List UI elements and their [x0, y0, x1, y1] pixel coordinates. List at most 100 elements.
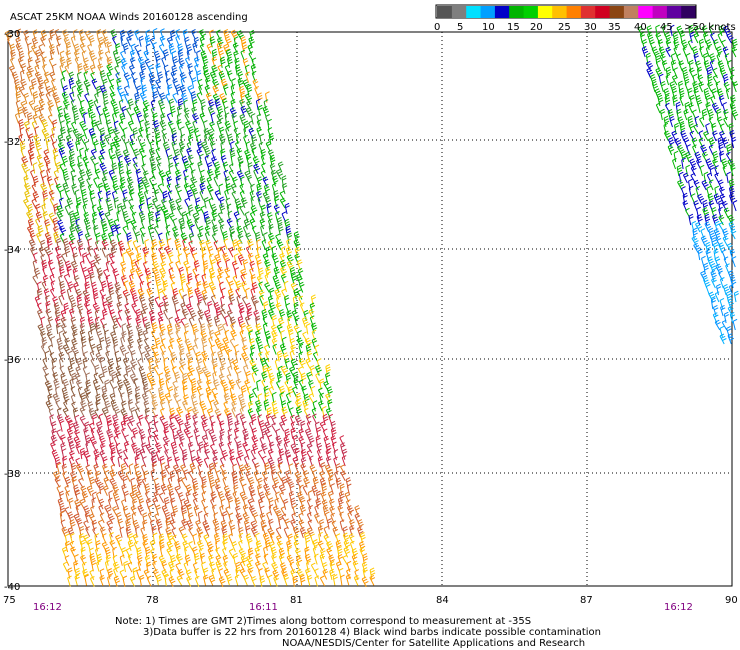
- wind-barb: [134, 29, 140, 41]
- wind-barb: [287, 533, 293, 545]
- wind-barb: [260, 519, 267, 532]
- legend-color-segment: [680, 6, 696, 18]
- wind-barb: [300, 441, 306, 454]
- wind-barb: [50, 335, 56, 348]
- wind-barb: [245, 287, 250, 300]
- wind-barb: [94, 455, 100, 467]
- wind-barb: [726, 143, 733, 156]
- wind-barb: [209, 189, 214, 201]
- wind-barbs-swath-left: [4, 27, 376, 588]
- wind-barb: [70, 217, 76, 230]
- wind-barb: [120, 260, 127, 272]
- wind-barb: [664, 94, 671, 107]
- wind-barb: [126, 323, 132, 335]
- wind-barb: [167, 399, 173, 411]
- wind-barb: [309, 364, 316, 377]
- wind-barb: [158, 43, 165, 55]
- wind-barb: [722, 101, 727, 114]
- wind-barb: [239, 400, 247, 412]
- wind-barb: [723, 116, 729, 128]
- wind-barb: [274, 288, 282, 300]
- wind-barb: [234, 344, 239, 356]
- wind-barb: [56, 210, 64, 222]
- wind-barb: [292, 575, 298, 587]
- wind-barb: [214, 408, 222, 420]
- wind-barb: [161, 288, 168, 299]
- wind-barb: [232, 552, 239, 565]
- wind-barb: [646, 67, 654, 79]
- wind-barb: [235, 378, 242, 390]
- wind-barb: [209, 121, 216, 132]
- wind-barb: [243, 120, 250, 132]
- wind-barb: [298, 512, 303, 524]
- wind-barb: [663, 115, 670, 128]
- wind-barb: [120, 58, 128, 69]
- wind-barb: [59, 365, 65, 376]
- wind-barb: [167, 456, 173, 468]
- wind-barb: [37, 281, 42, 293]
- wind-barb: [141, 477, 147, 489]
- wind-barb: [130, 71, 136, 83]
- wind-barb: [693, 242, 701, 254]
- wind-barb: [35, 49, 42, 61]
- wind-barb: [182, 372, 188, 385]
- wind-barb: [671, 87, 678, 100]
- wind-barb: [28, 100, 35, 111]
- wind-barb: [239, 85, 246, 98]
- wind-barb: [692, 73, 698, 86]
- wind-barb: [69, 519, 76, 531]
- wind-barb: [45, 400, 53, 411]
- wind-barb: [244, 170, 252, 181]
- wind-barb: [687, 115, 694, 128]
- wind-barb: [201, 491, 207, 503]
- wind-barb: [720, 304, 726, 317]
- wind-barb: [303, 407, 310, 419]
- wind-barb: [288, 463, 294, 475]
- wind-barb: [293, 371, 299, 383]
- wind-barb: [674, 122, 680, 135]
- wind-barb: [686, 144, 691, 156]
- wind-barb: [171, 64, 178, 77]
- wind-barb: [174, 386, 179, 398]
- wind-barb: [33, 104, 40, 117]
- wind-barb: [707, 73, 713, 86]
- wind-barb: [180, 302, 187, 314]
- wind-barb: [657, 94, 664, 107]
- wind-barb: [139, 448, 146, 460]
- wind-barb: [245, 448, 251, 460]
- wind-barb: [87, 183, 93, 195]
- wind-barb: [695, 94, 702, 107]
- wind-barb: [314, 568, 320, 579]
- wind-barb: [107, 281, 114, 294]
- wind-barb: [704, 213, 711, 226]
- wind-barb: [729, 311, 736, 324]
- legend-color-segment: [523, 6, 538, 18]
- wind-barb: [49, 183, 54, 195]
- wind-barb: [42, 189, 48, 202]
- wind-barb: [679, 122, 686, 135]
- wind-barb: [34, 64, 40, 76]
- wind-barb: [113, 196, 119, 209]
- wind-barb: [90, 259, 97, 272]
- wind-barb: [134, 392, 141, 404]
- wind-barb: [41, 259, 48, 271]
- wind-barb: [175, 83, 182, 96]
- wind-barb: [251, 371, 257, 383]
- wind-barb: [210, 203, 218, 215]
- wind-barb: [259, 575, 266, 587]
- wind-barb: [322, 504, 329, 516]
- wind-barb: [192, 562, 198, 574]
- wind-barb: [154, 483, 161, 495]
- wind-barb: [180, 232, 188, 244]
- wind-barb: [671, 74, 678, 86]
- wind-barb: [27, 203, 33, 216]
- wind-barb: [339, 483, 345, 495]
- wind-barb: [43, 197, 48, 209]
- wind-barb: [84, 574, 90, 586]
- wind-barb: [250, 195, 256, 208]
- wind-barb: [136, 476, 143, 488]
- wind-barb: [251, 427, 258, 439]
- wind-barb: [67, 364, 74, 376]
- wind-barb: [283, 526, 289, 538]
- wind-barb: [32, 191, 40, 203]
